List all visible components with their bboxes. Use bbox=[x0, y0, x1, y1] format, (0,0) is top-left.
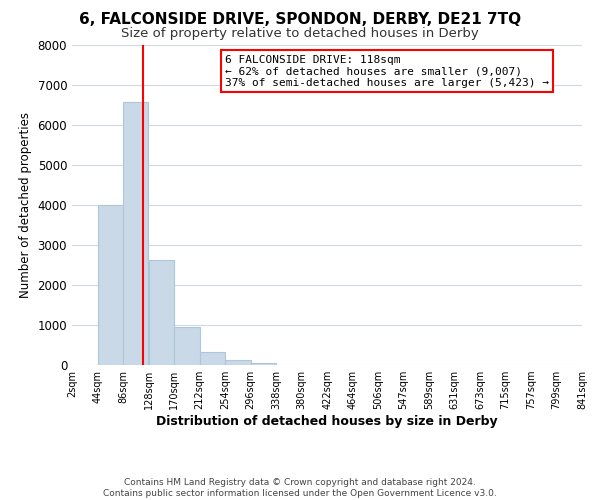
Text: 6 FALCONSIDE DRIVE: 118sqm
← 62% of detached houses are smaller (9,007)
37% of s: 6 FALCONSIDE DRIVE: 118sqm ← 62% of deta… bbox=[225, 54, 549, 88]
Bar bbox=[251, 362, 276, 365]
Text: Contains HM Land Registry data © Crown copyright and database right 2024.
Contai: Contains HM Land Registry data © Crown c… bbox=[103, 478, 497, 498]
X-axis label: Distribution of detached houses by size in Derby: Distribution of detached houses by size … bbox=[156, 415, 498, 428]
Text: Size of property relative to detached houses in Derby: Size of property relative to detached ho… bbox=[121, 28, 479, 40]
Bar bbox=[149, 260, 174, 365]
Text: 6, FALCONSIDE DRIVE, SPONDON, DERBY, DE21 7TQ: 6, FALCONSIDE DRIVE, SPONDON, DERBY, DE2… bbox=[79, 12, 521, 28]
Bar bbox=[226, 360, 251, 365]
Bar bbox=[123, 102, 148, 365]
Y-axis label: Number of detached properties: Number of detached properties bbox=[19, 112, 32, 298]
Bar bbox=[98, 204, 123, 365]
Bar bbox=[174, 326, 199, 365]
Bar bbox=[200, 352, 225, 365]
